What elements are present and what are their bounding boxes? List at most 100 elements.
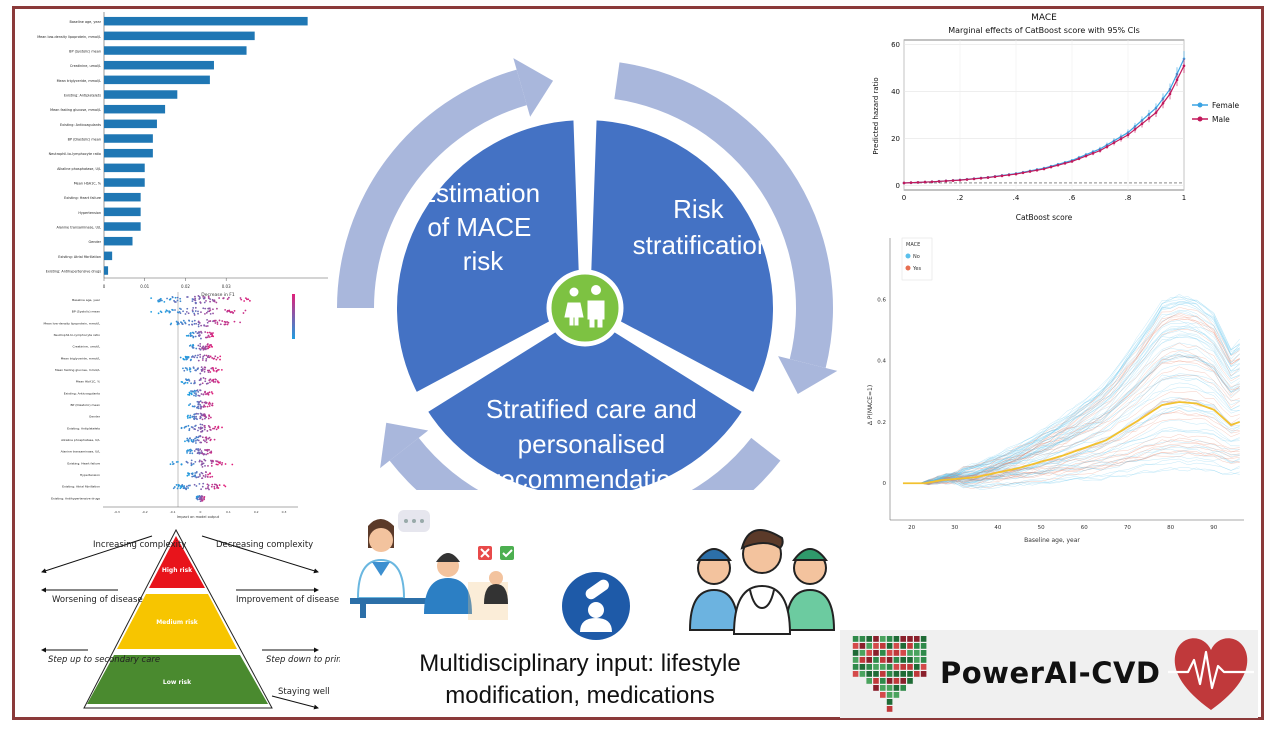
shap-dot bbox=[191, 405, 194, 408]
shap-dot bbox=[214, 425, 217, 428]
shap-feature-label: Creatinine, umol/L bbox=[72, 345, 100, 349]
shap-dot bbox=[205, 354, 208, 357]
shap-dot bbox=[197, 295, 200, 297]
shap-dot bbox=[202, 406, 205, 408]
shap-dot bbox=[205, 449, 207, 452]
shap-dot bbox=[163, 300, 166, 303]
shap-dot bbox=[196, 498, 199, 501]
mace-subtitle: Marginal effects of CatBoost score with … bbox=[948, 26, 1140, 35]
shap-dot bbox=[197, 334, 200, 337]
shap-xtick-label: -0.1 bbox=[170, 510, 176, 514]
mace-xtick-label: 1 bbox=[1182, 194, 1186, 202]
shap-dot bbox=[171, 308, 173, 311]
shap-dot bbox=[200, 370, 203, 372]
shap-dot bbox=[212, 308, 214, 311]
shap-dot bbox=[195, 476, 198, 479]
ice-line bbox=[903, 364, 1240, 484]
shap-dot bbox=[200, 393, 203, 395]
shap-dot bbox=[196, 439, 199, 441]
shap-dot bbox=[215, 378, 217, 381]
ice-line bbox=[903, 326, 1240, 484]
mace-ytick-label: 40 bbox=[891, 88, 900, 96]
shap-feature-label: Mean triglyceride, mmol/L bbox=[61, 356, 101, 360]
shap-dot bbox=[205, 359, 207, 362]
shap-feature-label: Existing: Antihypertensive drugs bbox=[51, 496, 100, 500]
shap-dot bbox=[211, 402, 214, 405]
shap-feature-label: Mean low-density lipoprotein, mmol/L bbox=[44, 321, 101, 325]
mace-ytick-label: 60 bbox=[891, 41, 900, 49]
pixel-heart-icon bbox=[852, 636, 927, 712]
shap-dot bbox=[214, 355, 217, 358]
shap-dot bbox=[219, 355, 222, 358]
ice-line bbox=[903, 397, 1240, 484]
shap-dot bbox=[208, 436, 211, 439]
shap-dot bbox=[207, 424, 210, 427]
mace-point bbox=[1077, 157, 1081, 161]
ice-line bbox=[903, 461, 1240, 489]
shap-dot bbox=[201, 418, 204, 421]
shap-dot bbox=[199, 423, 202, 426]
shap-dot bbox=[183, 485, 186, 487]
shap-dot bbox=[196, 452, 199, 455]
shap-dot bbox=[193, 381, 196, 384]
mace-point bbox=[1014, 172, 1018, 176]
shap-dot bbox=[190, 382, 193, 385]
shap-dot bbox=[208, 307, 211, 310]
mace-xtick-label: .8 bbox=[1125, 194, 1132, 202]
ice-line bbox=[903, 360, 1240, 484]
mace-point bbox=[1091, 152, 1095, 155]
shap-dot bbox=[207, 465, 209, 467]
feature-label: Creatinine, umol/L bbox=[70, 64, 101, 68]
shap-dot bbox=[210, 451, 213, 454]
shap-dot bbox=[193, 319, 196, 322]
shap-dot bbox=[169, 297, 172, 300]
shap-dot bbox=[206, 483, 209, 486]
shap-dot bbox=[199, 475, 201, 477]
shap-dot bbox=[197, 323, 200, 326]
logo-pixel bbox=[893, 643, 900, 649]
shap-dot bbox=[191, 309, 194, 312]
shap-dot bbox=[200, 337, 202, 340]
feature-xlabel: Decrease in F1 bbox=[201, 292, 235, 298]
shap-xtick-label: -0.2 bbox=[142, 510, 148, 514]
mace-title: MACE bbox=[1031, 13, 1057, 23]
logo-pixel bbox=[880, 671, 886, 677]
mace-point bbox=[1063, 161, 1067, 165]
shap-dot bbox=[205, 401, 208, 404]
ring-arrow-3-head bbox=[380, 422, 429, 469]
ice-xtick-label: 40 bbox=[994, 525, 1001, 531]
logo-pixel bbox=[852, 664, 859, 670]
shap-dot bbox=[214, 367, 217, 370]
multidisciplinary-line-2: modification, medications bbox=[445, 682, 715, 709]
logo-pixel bbox=[886, 678, 893, 684]
logo-pixel bbox=[873, 643, 879, 649]
shap-dot bbox=[195, 415, 198, 418]
shap-dot bbox=[193, 417, 195, 420]
shap-dot bbox=[189, 416, 192, 419]
shap-dot bbox=[207, 485, 209, 488]
logo-pixel bbox=[900, 636, 906, 642]
shap-dot bbox=[207, 392, 209, 394]
logo-pixel bbox=[900, 664, 906, 670]
shap-dot bbox=[193, 322, 196, 325]
logo-pixel bbox=[859, 650, 866, 656]
shap-dot bbox=[206, 475, 209, 478]
shap-dot bbox=[217, 381, 220, 384]
shap-dot bbox=[192, 343, 195, 346]
ring-arrow-3 bbox=[389, 437, 781, 490]
shap-dot bbox=[213, 485, 216, 488]
mace-ylabel: Predicted hazard ratio bbox=[872, 77, 880, 154]
shap-dot bbox=[164, 310, 167, 313]
shap-dot bbox=[190, 358, 192, 361]
shap-dot bbox=[178, 310, 181, 313]
shap-dot bbox=[219, 461, 221, 463]
shap-dot bbox=[192, 335, 195, 338]
shap-dot bbox=[202, 297, 205, 300]
shap-dot bbox=[185, 310, 188, 313]
shap-dot bbox=[160, 311, 163, 314]
ring-arrow-2-head bbox=[778, 356, 838, 394]
shap-dot bbox=[179, 487, 182, 490]
shap-beeswarm-chart: Baseline age, year BP (Systolic) mean Mean… bbox=[44, 292, 298, 519]
shap-dot bbox=[159, 299, 162, 302]
mace-point bbox=[916, 181, 920, 184]
